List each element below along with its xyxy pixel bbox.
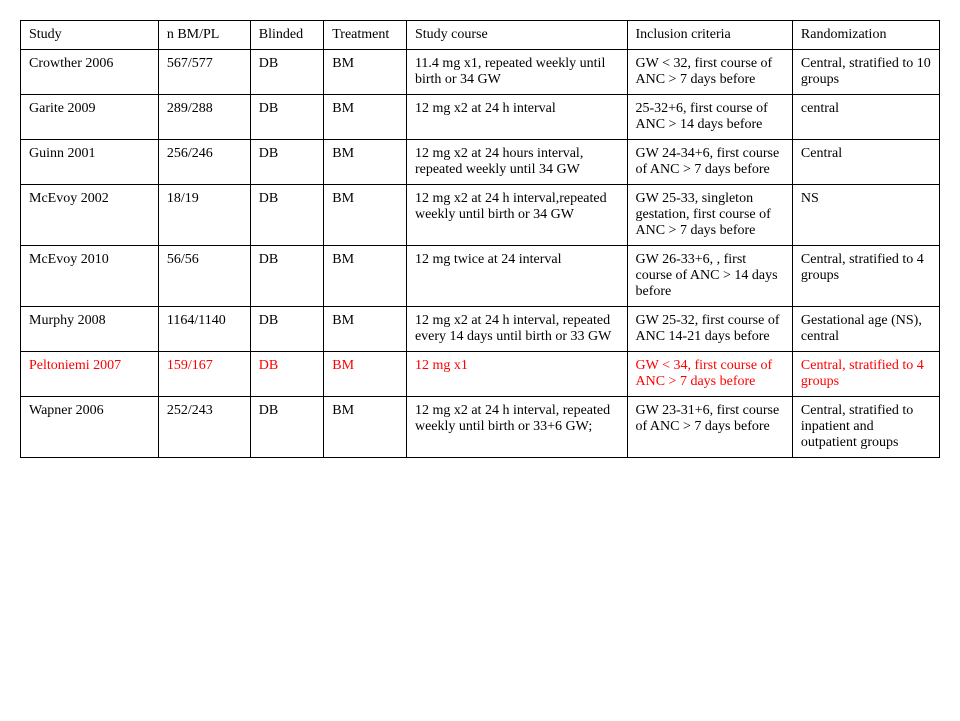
cell-course: 12 mg x1	[406, 352, 627, 397]
cell-inclusion: GW 26-33+6, , first course of ANC > 14 d…	[627, 246, 792, 307]
cell-blinded: DB	[250, 352, 324, 397]
studies-table: Study n BM/PL Blinded Treatment Study co…	[20, 20, 940, 458]
cell-course: 12 mg twice at 24 interval	[406, 246, 627, 307]
col-blinded-header: Blinded	[250, 21, 324, 50]
cell-blinded: DB	[250, 397, 324, 458]
cell-inclusion: GW < 34, first course of ANC > 7 days be…	[627, 352, 792, 397]
cell-treatment: BM	[324, 95, 407, 140]
cell-course: 12 mg x2 at 24 h interval, repeated week…	[406, 397, 627, 458]
cell-randomization: Central, stratified to inpatient and out…	[792, 397, 939, 458]
cell-randomization: NS	[792, 185, 939, 246]
cell-n: 18/19	[158, 185, 250, 246]
cell-randomization: Gestational age (NS), central	[792, 307, 939, 352]
table-row: Garite 2009289/288DBBM12 mg x2 at 24 h i…	[21, 95, 940, 140]
table-row: Peltoniemi 2007159/167DBBM12 mg x1GW < 3…	[21, 352, 940, 397]
cell-inclusion: GW 23-31+6, first course of ANC > 7 days…	[627, 397, 792, 458]
cell-course: 12 mg x2 at 24 hours interval, repeated …	[406, 140, 627, 185]
cell-inclusion: GW < 32, first course of ANC > 7 days be…	[627, 50, 792, 95]
table-row: McEvoy 200218/19DBBM12 mg x2 at 24 h int…	[21, 185, 940, 246]
cell-randomization: Central, stratified to 4 groups	[792, 352, 939, 397]
col-study-header: Study	[21, 21, 159, 50]
cell-study: Murphy 2008	[21, 307, 159, 352]
cell-blinded: DB	[250, 185, 324, 246]
cell-course: 11.4 mg x1, repeated weekly until birth …	[406, 50, 627, 95]
cell-study: Crowther 2006	[21, 50, 159, 95]
cell-blinded: DB	[250, 307, 324, 352]
cell-course: 12 mg x2 at 24 h interval	[406, 95, 627, 140]
cell-treatment: BM	[324, 352, 407, 397]
col-treatment-header: Treatment	[324, 21, 407, 50]
cell-study: Wapner 2006	[21, 397, 159, 458]
cell-treatment: BM	[324, 307, 407, 352]
cell-n: 256/246	[158, 140, 250, 185]
table-row: Murphy 20081164/1140DBBM12 mg x2 at 24 h…	[21, 307, 940, 352]
cell-n: 289/288	[158, 95, 250, 140]
cell-blinded: DB	[250, 140, 324, 185]
cell-inclusion: GW 24-34+6, first course of ANC > 7 days…	[627, 140, 792, 185]
cell-study: McEvoy 2010	[21, 246, 159, 307]
cell-randomization: Central, stratified to 10 groups	[792, 50, 939, 95]
cell-randomization: Central, stratified to 4 groups	[792, 246, 939, 307]
cell-study: Peltoniemi 2007	[21, 352, 159, 397]
cell-treatment: BM	[324, 397, 407, 458]
cell-blinded: DB	[250, 246, 324, 307]
cell-study: McEvoy 2002	[21, 185, 159, 246]
cell-study: Guinn 2001	[21, 140, 159, 185]
cell-randomization: central	[792, 95, 939, 140]
cell-n: 252/243	[158, 397, 250, 458]
cell-treatment: BM	[324, 185, 407, 246]
table-row: Crowther 2006567/577DBBM11.4 mg x1, repe…	[21, 50, 940, 95]
cell-inclusion: GW 25-32, first course of ANC 14-21 days…	[627, 307, 792, 352]
cell-treatment: BM	[324, 50, 407, 95]
cell-course: 12 mg x2 at 24 h interval,repeated weekl…	[406, 185, 627, 246]
cell-inclusion: 25-32+6, first course of ANC > 14 days b…	[627, 95, 792, 140]
table-row: McEvoy 201056/56DBBM12 mg twice at 24 in…	[21, 246, 940, 307]
cell-n: 159/167	[158, 352, 250, 397]
cell-n: 567/577	[158, 50, 250, 95]
cell-treatment: BM	[324, 246, 407, 307]
table-row: Wapner 2006252/243DBBM12 mg x2 at 24 h i…	[21, 397, 940, 458]
cell-blinded: DB	[250, 95, 324, 140]
col-randomization-header: Randomization	[792, 21, 939, 50]
cell-blinded: DB	[250, 50, 324, 95]
cell-randomization: Central	[792, 140, 939, 185]
col-inclusion-header: Inclusion criteria	[627, 21, 792, 50]
cell-study: Garite 2009	[21, 95, 159, 140]
cell-course: 12 mg x2 at 24 h interval, repeated ever…	[406, 307, 627, 352]
col-n-header: n BM/PL	[158, 21, 250, 50]
cell-treatment: BM	[324, 140, 407, 185]
table-row: Guinn 2001256/246DBBM12 mg x2 at 24 hour…	[21, 140, 940, 185]
cell-inclusion: GW 25-33, singleton gestation, first cou…	[627, 185, 792, 246]
header-row: Study n BM/PL Blinded Treatment Study co…	[21, 21, 940, 50]
cell-n: 56/56	[158, 246, 250, 307]
cell-n: 1164/1140	[158, 307, 250, 352]
col-course-header: Study course	[406, 21, 627, 50]
